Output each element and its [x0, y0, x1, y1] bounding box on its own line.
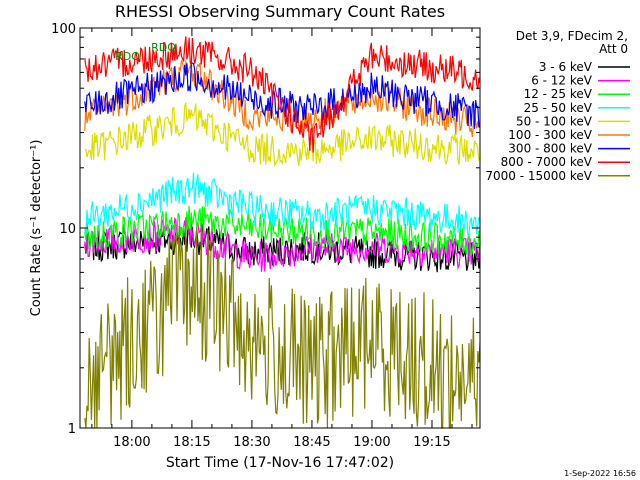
series-line: [84, 217, 481, 429]
x-tick-label: 18:30: [233, 435, 270, 450]
legend-label: 300 - 800 keV: [508, 142, 592, 156]
legend-label: 25 - 50 keV: [524, 101, 593, 115]
legend-label: 6 - 12 keV: [531, 74, 593, 88]
annotation-label: RDO: [115, 50, 140, 63]
legend-label: 3 - 6 keV: [539, 60, 593, 74]
legend-label: 800 - 7000 keV: [501, 155, 593, 169]
legend-label: 50 - 100 keV: [516, 114, 593, 128]
series-line: [84, 102, 481, 167]
data-layer: [84, 36, 481, 429]
series-line: [84, 206, 481, 256]
series-line: [84, 216, 481, 272]
legend-header-line-1: Det 3,9, FDecim 2,: [516, 29, 628, 43]
footer-date: 1-Sep-2022 16:56: [564, 469, 636, 478]
series-line: [84, 62, 481, 129]
legend-label: 12 - 25 keV: [524, 87, 593, 101]
x-tick-label: 18:15: [173, 435, 210, 450]
x-tick-label: 19:15: [413, 435, 450, 450]
x-tick-label: 18:00: [113, 435, 150, 450]
series-line: [84, 36, 481, 153]
x-axis-label: Start Time (17-Nov-16 17:47:02): [166, 455, 394, 471]
annotation-label: RDO: [151, 41, 176, 54]
series-line: [84, 172, 481, 237]
y-tick-label: 10: [59, 222, 76, 237]
axis-layer: 18:00 18:15 18:30 18:45 19:00 19:15 1 10 100 RDO R…: [51, 22, 480, 450]
chart-title: RHESSI Observing Summary Count Rates: [115, 2, 445, 21]
legend-header-line-2: Att 0: [599, 42, 628, 56]
legend-label: 7000 - 15000 keV: [485, 169, 592, 183]
legend-label: 100 - 300 keV: [508, 128, 592, 142]
y-axis-label: Count Rate (s⁻¹ detector⁻¹): [29, 140, 44, 317]
y-tick-label: 100: [51, 22, 76, 37]
x-tick-label: 18:45: [293, 435, 330, 450]
y-tick-label: 1: [68, 422, 76, 437]
x-tick-label: 19:00: [353, 435, 390, 450]
